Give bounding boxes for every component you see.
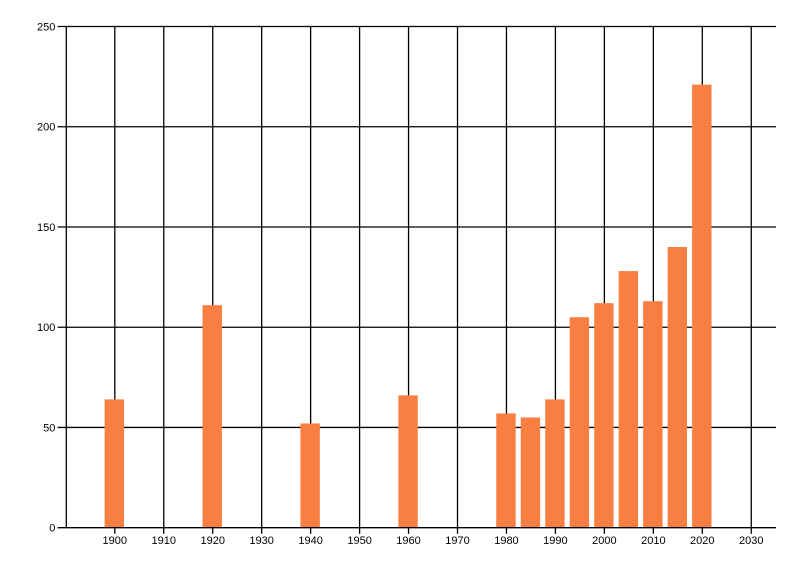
svg-text:2000: 2000 [592, 535, 616, 547]
svg-text:1940: 1940 [298, 535, 322, 547]
svg-text:1900: 1900 [103, 535, 127, 547]
svg-text:1960: 1960 [396, 535, 420, 547]
svg-text:2020: 2020 [690, 535, 714, 547]
svg-text:50: 50 [43, 422, 55, 434]
svg-text:1980: 1980 [494, 535, 518, 547]
svg-text:1990: 1990 [543, 535, 567, 547]
svg-text:1970: 1970 [445, 535, 469, 547]
svg-text:100: 100 [37, 322, 55, 334]
svg-text:1950: 1950 [347, 535, 371, 547]
svg-text:250: 250 [37, 21, 55, 33]
svg-text:2010: 2010 [641, 535, 665, 547]
svg-text:200: 200 [37, 122, 55, 134]
svg-text:0: 0 [49, 523, 55, 535]
svg-text:150: 150 [37, 222, 55, 234]
svg-text:2030: 2030 [739, 535, 763, 547]
svg-text:1910: 1910 [152, 535, 176, 547]
svg-text:1920: 1920 [200, 535, 224, 547]
svg-text:1930: 1930 [249, 535, 273, 547]
